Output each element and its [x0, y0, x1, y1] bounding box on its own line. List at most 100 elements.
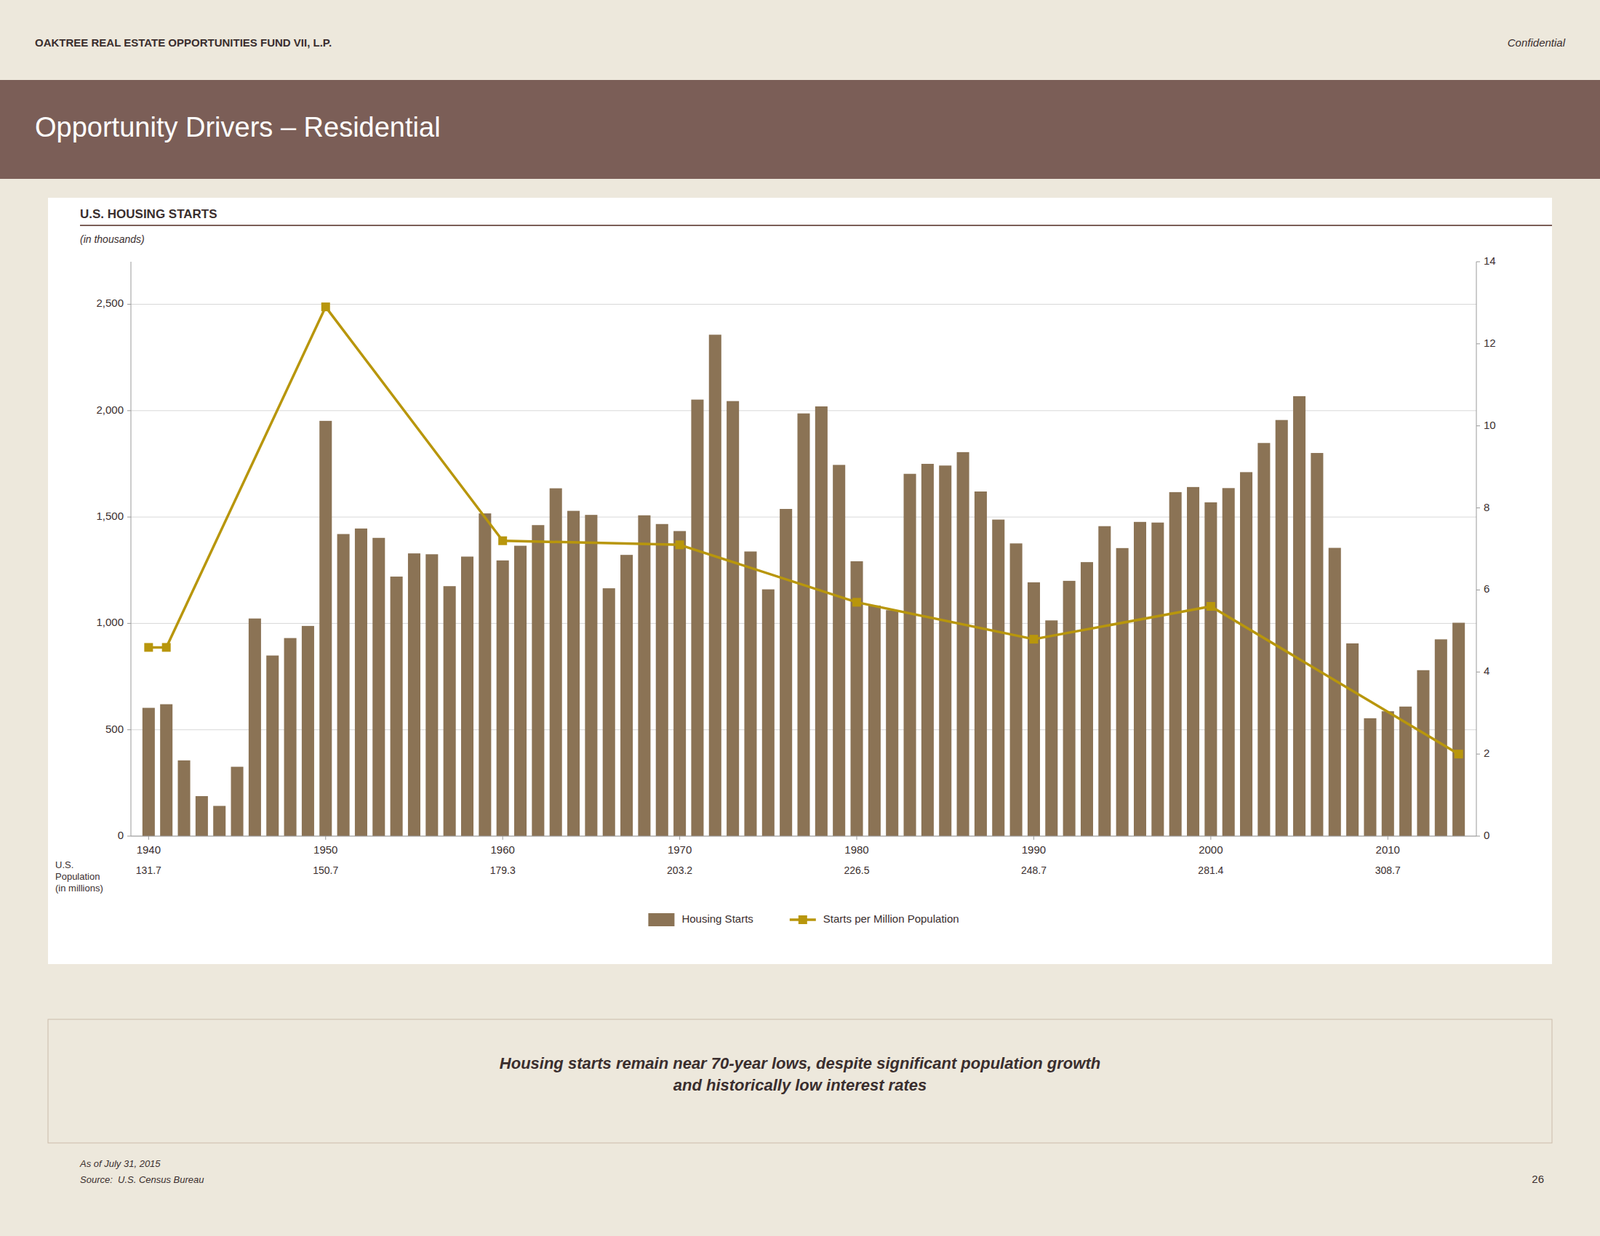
population-label: 281.4	[1197, 864, 1224, 877]
y2-tick	[1476, 343, 1480, 344]
bar	[1434, 639, 1448, 837]
bar	[425, 554, 438, 837]
callout-text: Housing starts remain near 70-year lows,…	[499, 1054, 1101, 1095]
marker	[675, 540, 685, 550]
marker	[321, 302, 331, 312]
bar	[779, 509, 792, 837]
bar	[1452, 623, 1465, 837]
y2-tick-label: 2	[1483, 746, 1490, 760]
bar	[690, 400, 704, 837]
y-tick	[127, 836, 131, 838]
y-tick-label: 2,500	[96, 296, 124, 310]
x-tick-label: 2000	[1198, 843, 1223, 856]
bar	[744, 552, 757, 837]
bar	[637, 515, 651, 837]
bar	[1186, 487, 1200, 837]
population-label: 179.3	[490, 864, 516, 877]
bar	[726, 401, 739, 837]
header-text: OAKTREE REAL ESTATE OPPORTUNITIES FUND V…	[34, 36, 332, 49]
bar	[1080, 562, 1094, 837]
text-line: Population	[55, 871, 100, 883]
bar	[408, 553, 421, 837]
x-tick-label: 1960	[490, 843, 515, 856]
y2-tick-label: 14	[1483, 254, 1496, 267]
x-tick-label: 1950	[313, 843, 338, 856]
bar	[248, 618, 262, 837]
bar	[1275, 420, 1288, 837]
bar	[1293, 396, 1306, 837]
x-axis-line	[130, 836, 1477, 838]
grid-line	[130, 410, 1477, 411]
grid-line	[130, 836, 1477, 838]
bar	[709, 334, 722, 837]
bar	[1346, 643, 1359, 837]
bar	[1204, 502, 1217, 837]
bar	[1381, 711, 1395, 837]
bar	[284, 638, 297, 837]
bar	[1063, 581, 1076, 837]
bar	[1116, 548, 1129, 837]
y-tick	[127, 623, 131, 624]
callout-box	[48, 1019, 1552, 1144]
y-tick	[127, 304, 131, 305]
bar	[337, 534, 350, 837]
bar	[461, 557, 474, 837]
bar	[531, 525, 544, 837]
footer-text: As of July 31, 2015	[79, 1158, 161, 1170]
population-label: 308.7	[1375, 864, 1401, 877]
legend-swatch	[648, 913, 675, 927]
bar	[1416, 670, 1430, 837]
bar	[584, 514, 598, 837]
bar	[1363, 718, 1376, 837]
background	[0, 0, 1600, 1236]
bar	[231, 767, 244, 837]
x-tick	[679, 836, 680, 840]
bar	[178, 760, 191, 837]
slide-title: Opportunity Drivers – Residential	[34, 112, 441, 143]
bar	[354, 528, 368, 837]
bar	[904, 474, 917, 837]
x-tick	[856, 836, 858, 840]
bar	[656, 524, 669, 837]
y-tick-label: 2,000	[96, 403, 124, 416]
marker	[498, 536, 507, 546]
bar	[496, 560, 510, 837]
y-tick	[127, 410, 131, 411]
x-tick	[325, 836, 326, 840]
x-tick-label: 2010	[1376, 843, 1400, 856]
marker	[144, 642, 153, 652]
bar	[1222, 488, 1235, 837]
population-label: 131.7	[136, 864, 162, 877]
marker	[162, 642, 171, 652]
bar	[478, 513, 491, 837]
bar	[1045, 620, 1058, 837]
bar	[549, 488, 563, 837]
bar	[921, 464, 934, 837]
bar	[1010, 543, 1023, 837]
bar	[974, 491, 987, 837]
grid-line	[130, 304, 1477, 305]
y-tick	[127, 729, 131, 731]
y2-tick-label: 6	[1483, 582, 1490, 595]
bar	[319, 421, 332, 837]
text-line: U.S.	[55, 859, 74, 871]
chart-title: U.S. HOUSING STARTS	[80, 207, 218, 222]
population-label: 150.7	[312, 864, 339, 877]
x-tick	[1387, 836, 1389, 840]
bar	[938, 465, 952, 837]
line	[148, 306, 1459, 755]
bar	[266, 656, 279, 837]
bar	[602, 588, 616, 837]
y-tick-label: 1,500	[96, 509, 124, 523]
x-tick-label: 1940	[136, 843, 161, 856]
marker	[852, 597, 862, 607]
bar	[567, 511, 580, 837]
y-axis-line	[130, 261, 132, 837]
bar	[1169, 492, 1182, 837]
bar	[1133, 522, 1147, 837]
y2-axis-line	[1476, 261, 1478, 837]
plot-marks	[142, 302, 1465, 837]
bar	[1027, 582, 1040, 837]
y-tick-label: 0	[117, 829, 124, 842]
marker	[1206, 602, 1216, 611]
